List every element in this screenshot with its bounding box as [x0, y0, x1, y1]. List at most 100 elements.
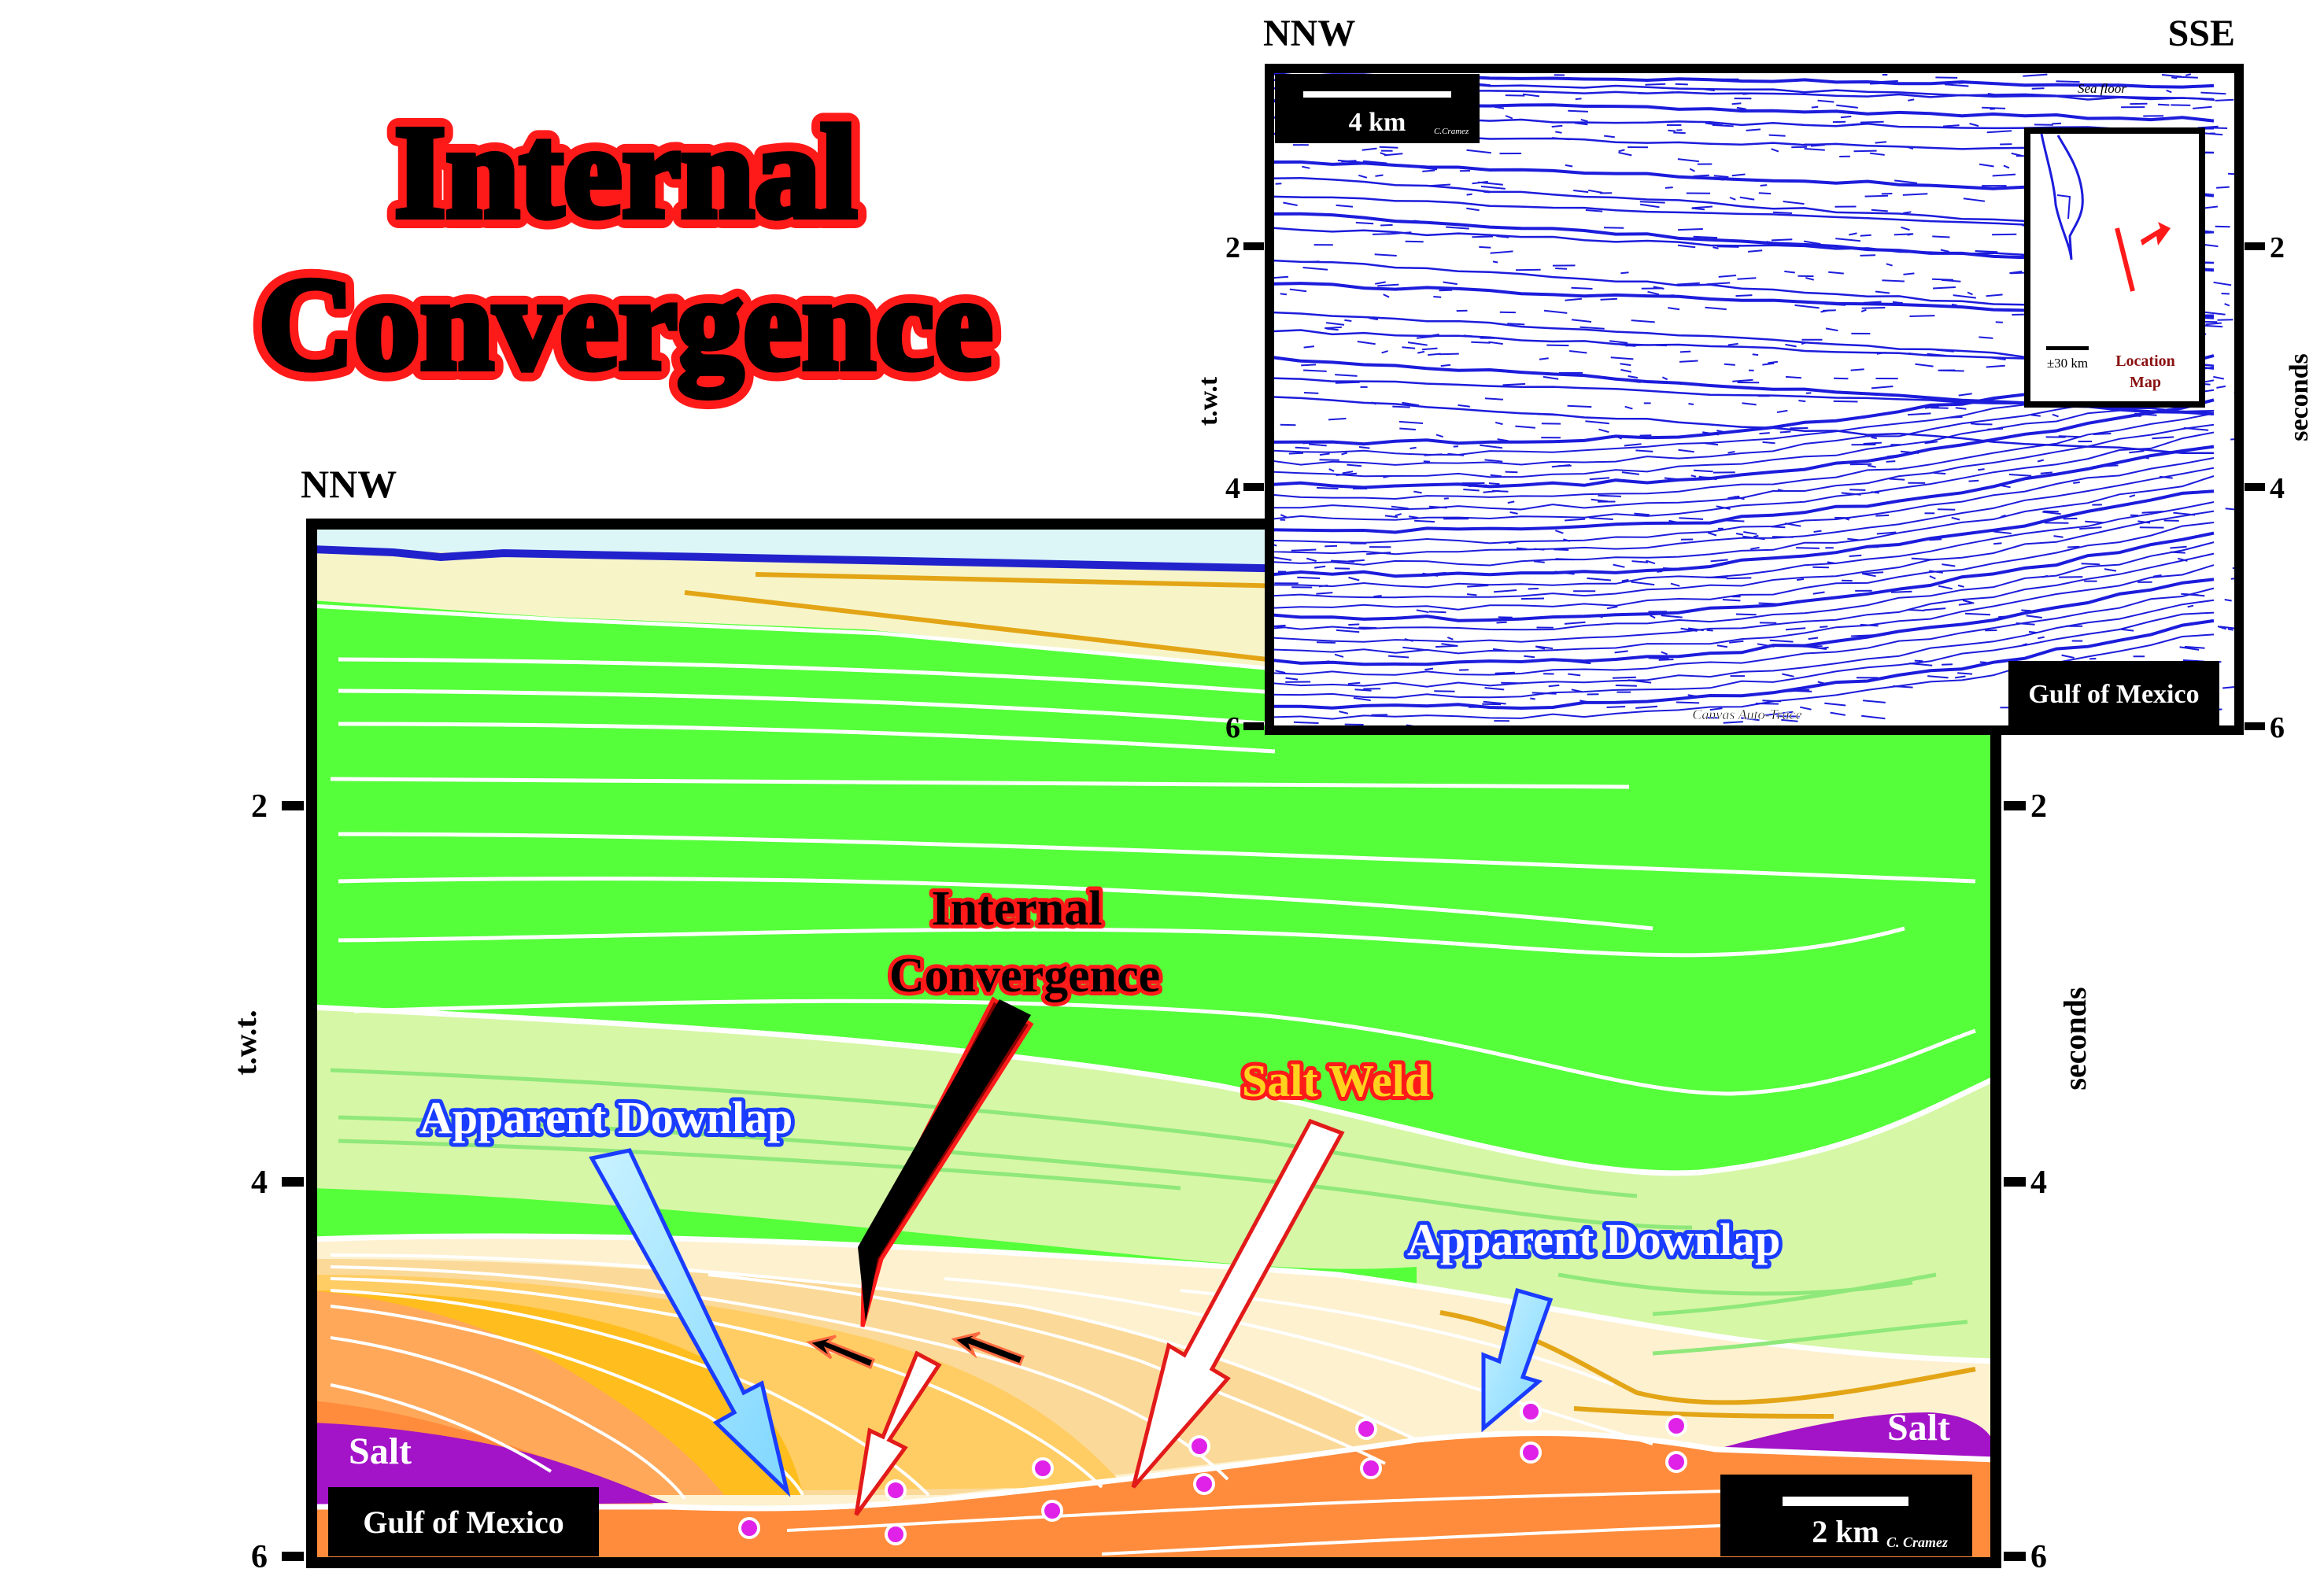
seismic-trace-segment — [1348, 623, 1360, 626]
seismic-trace-segment — [1554, 530, 1564, 534]
seismic-trace-segment — [1673, 131, 1686, 135]
seismic-trace-segment — [1373, 316, 1384, 319]
seismic-trace-segment — [2129, 494, 2136, 498]
seismic-trace-segment — [1484, 687, 1505, 691]
seismic-reflector — [1269, 475, 2215, 567]
salt-weld-arrow-right — [1131, 1118, 1345, 1489]
seismic-trace-segment — [1799, 706, 1812, 711]
seismic-trace-segment — [1905, 146, 1914, 150]
seismic-trace-segment — [1771, 526, 1786, 529]
seismic-trace-segment — [1435, 527, 1454, 530]
seismic-trace-segment — [1863, 441, 1882, 445]
seismic-trace-segment — [1377, 283, 1399, 287]
seismic-trace-segment — [1702, 431, 1720, 436]
seismic-trace-segment — [1752, 353, 1759, 356]
seismic-trace-segment — [2079, 526, 2102, 530]
seismic-trace-segment — [1362, 147, 1377, 151]
seismic-trace-segment — [1463, 334, 1487, 338]
seismic-trace-segment — [2186, 593, 2205, 597]
svg-text:6: 6 — [251, 1539, 268, 1575]
seismic-trace-segment — [1492, 260, 1498, 264]
seismic-trace-segment — [1341, 452, 1348, 456]
seismic-trace-segment — [1908, 353, 1926, 356]
seismic-trace-segment — [2134, 412, 2157, 416]
coastline-outline — [2040, 133, 2084, 260]
seismic-reflector — [1269, 564, 2215, 655]
seismic-trace-segment — [1837, 430, 1846, 433]
seismic-trace-segment — [1889, 478, 1905, 481]
seismic-trace-segment — [1588, 189, 1603, 194]
seismic-trace-segment — [1808, 637, 1819, 640]
seismic-trace-segment — [1675, 83, 1688, 86]
seismic-trace-segment — [1280, 423, 1296, 426]
seismic-trace-segment — [2141, 511, 2163, 514]
inset-right-axis-label: seconds — [2285, 353, 2314, 441]
seismic-trace-segment — [2052, 413, 2059, 418]
seismic-trace-segment — [2230, 577, 2239, 580]
seismic-trace-segment — [2215, 98, 2234, 102]
main-left-axis-label: t.w.t. — [227, 1010, 263, 1075]
seismic-trace-segment — [1546, 344, 1569, 347]
inset-direction-nnw: NNW — [1263, 13, 1355, 54]
seismic-trace-segment — [1827, 561, 1837, 565]
seismic-trace-segment — [1505, 115, 1513, 120]
seismic-reflector — [1269, 522, 2215, 611]
seismic-trace-segment — [1379, 146, 1398, 149]
seismic-trace-segment — [1413, 220, 1433, 224]
seismic-trace-segment — [1387, 231, 1412, 235]
seismic-trace-segment — [1395, 513, 1402, 517]
seismic-trace-segment — [2037, 459, 2045, 463]
yellow-unit-reflectors — [684, 572, 1291, 662]
seismic-trace-segment — [1375, 174, 1384, 177]
svg-text:2: 2 — [1225, 231, 1240, 264]
seismic-trace-segment — [1785, 375, 1801, 379]
seismic-trace-segment — [1820, 626, 1828, 628]
svg-text:Map: Map — [2130, 374, 2161, 391]
seismic-trace-segment — [1494, 589, 1517, 593]
seismic-trace-segment — [1739, 196, 1755, 201]
seismic-trace-segment — [1664, 477, 1688, 482]
seismic-trace-segment — [1357, 341, 1376, 345]
seismic-trace-segment — [1894, 179, 1918, 184]
svg-text:Location: Location — [2115, 353, 2175, 370]
seismic-trace-segment — [1687, 627, 1704, 632]
seismic-trace-segment — [1853, 150, 1877, 153]
seismic-trace-segment — [1380, 223, 1393, 227]
seismic-trace-segment — [1336, 472, 1357, 476]
seismic-reflector — [1269, 445, 2215, 534]
seismic-trace-segment — [1915, 363, 1934, 367]
seismic-trace-segment — [1771, 238, 1793, 242]
seismic-trace-segment — [2200, 91, 2226, 95]
seismic-trace-segment — [1631, 581, 1655, 586]
seismic-trace-segment — [1979, 336, 1993, 339]
seismic-trace-segment — [1568, 673, 1581, 677]
seismic-trace-segment — [2008, 474, 2032, 477]
svg-text:2: 2 — [251, 788, 268, 825]
seismic-reflector — [1269, 599, 2215, 688]
svg-text:4: 4 — [2270, 472, 2285, 505]
seismic-trace-segment — [1325, 322, 1345, 326]
seismic-trace-segment — [1835, 238, 1861, 242]
seismic-trace-segment — [1555, 268, 1568, 270]
seismic-trace-segment — [1554, 570, 1575, 575]
seismic-trace-segment — [1410, 446, 1417, 449]
seismic-trace-segment — [1443, 281, 1458, 286]
seismic-trace-segment — [1768, 360, 1779, 364]
seismic-trace-segment — [2216, 186, 2230, 189]
seismic-trace-segment — [1964, 612, 1991, 616]
svg-text:6: 6 — [1225, 711, 1240, 744]
seismic-trace-segment — [1407, 341, 1428, 346]
seismic-trace-segment — [1664, 186, 1673, 189]
seismic-trace-segment — [1347, 681, 1361, 685]
seismic-trace-segment — [1339, 711, 1349, 714]
svg-text:4: 4 — [2030, 1165, 2047, 1201]
seismic-trace-segment — [1782, 673, 1794, 677]
seismic-trace-segment — [1615, 685, 1637, 687]
seismic-trace-segment — [1325, 545, 1338, 548]
seismic-trace-segment — [1551, 137, 1570, 141]
seismic-trace-segment — [2187, 604, 2194, 608]
seismic-trace-segment — [1804, 148, 1825, 151]
seismic-trace-segment — [1860, 234, 1871, 237]
seismic-trace-segment — [1847, 537, 1860, 541]
seismic-trace-segment — [1668, 307, 1680, 311]
